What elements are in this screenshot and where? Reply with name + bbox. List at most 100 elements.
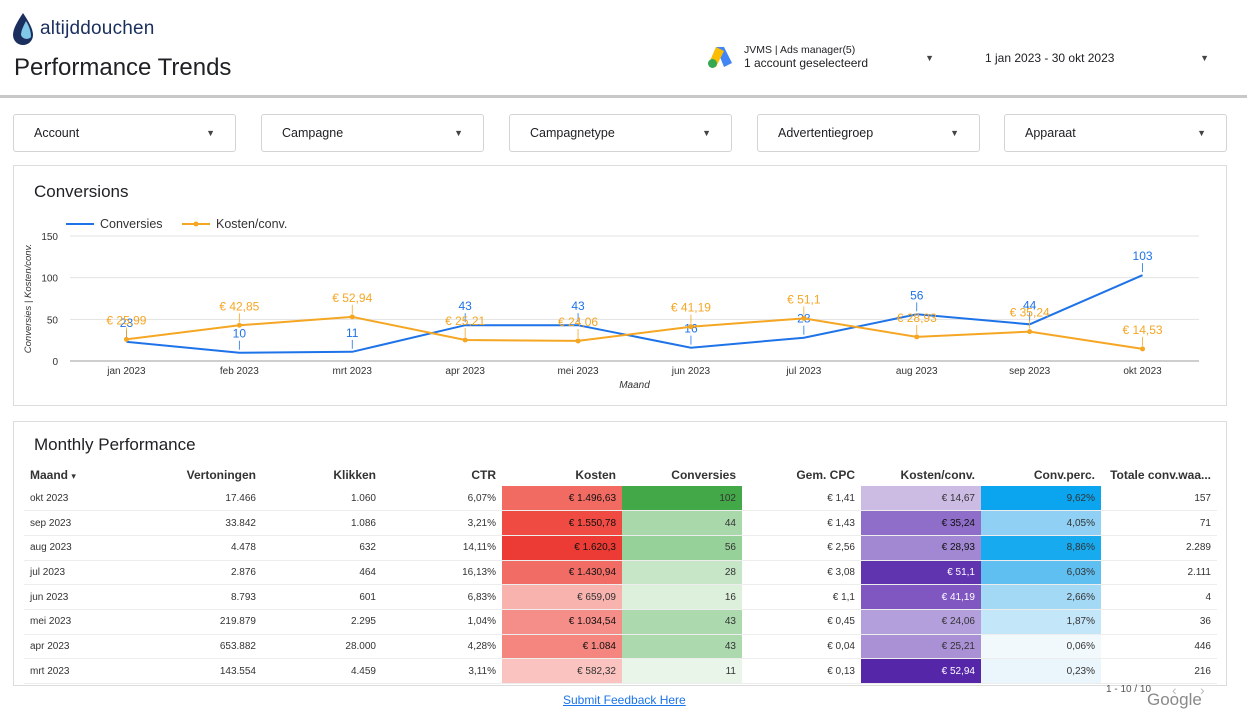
cell-kosten-conv: € 51,1 — [861, 560, 981, 586]
monthly-performance-card: Monthly Performance Maand ▾ Vertoningen … — [13, 421, 1227, 686]
legend-label: Kosten/conv. — [216, 217, 287, 231]
legend-label: Conversies — [100, 217, 163, 231]
chart-title: Conversions — [34, 182, 129, 201]
cell-totale-conv-waarde: 36 — [1101, 609, 1217, 635]
column-header-conversies[interactable]: Conversies — [671, 468, 736, 482]
cell-klikken: 464 — [262, 560, 382, 586]
table-row: okt 2023 17.466 1.060 6,07% € 1.496,63 102 € 1… — [24, 486, 1217, 512]
chevron-down-icon: ▼ — [950, 128, 959, 138]
chevron-down-icon: ▼ — [1197, 128, 1206, 138]
cell-klikken: 1.086 — [262, 510, 382, 536]
chevron-right-icon[interactable]: › — [1200, 682, 1205, 698]
filter-account[interactable]: Account ▼ — [13, 114, 236, 152]
chevron-down-icon: ▼ — [454, 128, 463, 138]
data-label: € 14,53 — [1123, 323, 1163, 337]
pagination-label: 1 - 10 / 10 — [1106, 684, 1152, 695]
cell-ctr: 6,83% — [382, 584, 502, 610]
date-range-picker[interactable]: 1 jan 2023 - 30 okt 2023 ▼ — [985, 51, 1209, 65]
table-row: apr 2023 653.882 28.000 4,28% € 1.084 43 € 0,0… — [24, 634, 1217, 660]
data-label: € 25,21 — [445, 314, 485, 328]
column-header-kosten-conv[interactable]: Kosten/conv. — [900, 468, 975, 482]
cell-vertoningen: 17.466 — [102, 486, 262, 512]
column-header-conv-perc[interactable]: Conv.perc. — [1033, 468, 1095, 482]
column-header-kosten[interactable]: Kosten — [575, 468, 616, 482]
cell-vertoningen: 219.879 — [102, 609, 262, 635]
submit-feedback-link[interactable]: Submit Feedback Here — [563, 693, 686, 707]
data-point — [914, 334, 920, 340]
cell-ctr: 3,11% — [382, 658, 502, 684]
y-tick-label: 0 — [52, 357, 58, 368]
cell-conversies: 28 — [622, 560, 742, 586]
cell-gem-cpc: € 1,41 — [742, 486, 861, 512]
cell-klikken: 2.295 — [262, 609, 382, 635]
cell-gem-cpc: € 2,56 — [742, 535, 861, 561]
account-picker[interactable]: JVMS | Ads manager(5) 1 account geselect… — [706, 44, 934, 70]
column-header-ctr[interactable]: CTR — [471, 468, 496, 482]
cell-vertoningen: 8.793 — [102, 584, 262, 610]
cell-totale-conv-waarde: 157 — [1101, 486, 1217, 512]
google-wordmark: Google — [1147, 690, 1202, 709]
x-axis-title: Maand — [619, 380, 650, 391]
legend-marker — [193, 221, 199, 227]
cell-conv-perc: 8,86% — [981, 535, 1101, 561]
data-label: € 42,85 — [219, 299, 259, 313]
x-tick-label: jun 2023 — [671, 366, 711, 377]
data-label: 103 — [1133, 249, 1153, 263]
cell-ctr: 16,13% — [382, 560, 502, 586]
series-line-kosten-conv — [126, 315, 1143, 350]
cell-kosten-conv: € 28,93 — [861, 535, 981, 561]
brand-logo: altijddouchen — [12, 12, 155, 46]
cell-kosten: € 582,32 — [502, 658, 622, 684]
filter-label: Account — [34, 126, 80, 140]
data-label: 43 — [458, 299, 472, 313]
table-row: jul 2023 2.876 464 16,13% € 1.430,94 28 € 3,08… — [24, 560, 1217, 586]
cell-totale-conv-waarde: 446 — [1101, 634, 1217, 660]
cell-klikken: 1.060 — [262, 486, 382, 512]
cell-vertoningen: 33.842 — [102, 510, 262, 536]
column-header-klikken[interactable]: Klikken — [333, 468, 376, 482]
cell-totale-conv-waarde: 71 — [1101, 510, 1217, 536]
account-selection: 1 account geselecteerd — [744, 56, 869, 70]
data-label: 44 — [1023, 298, 1037, 312]
table-row: mei 2023 219.879 2.295 1,04% € 1.034,54 43 € 0… — [24, 609, 1217, 635]
filter-advertentiegroep[interactable]: Advertentiegroep ▼ — [757, 114, 980, 152]
column-header-maand[interactable]: Maand ▾ — [30, 468, 76, 482]
chevron-left-icon[interactable]: ‹ — [1172, 682, 1177, 698]
cell-kosten: € 659,09 — [502, 584, 622, 610]
data-label: 43 — [571, 299, 585, 313]
column-header-vertoningen[interactable]: Vertoningen — [186, 468, 256, 482]
table-header-row: Maand ▾ Vertoningen Klikken CTR Kosten C… — [24, 464, 1217, 486]
table-row: jun 2023 8.793 601 6,83% € 659,09 16 € 1,1 € 41… — [24, 584, 1217, 610]
cell-kosten-conv: € 24,06 — [861, 609, 981, 635]
cell-kosten: € 1.620,3 — [502, 535, 622, 561]
chevron-down-icon: ▼ — [702, 128, 711, 138]
cell-kosten-conv: € 41,19 — [861, 584, 981, 610]
data-label: € 41,19 — [671, 301, 711, 315]
cell-conversies: 43 — [622, 609, 742, 635]
cell-kosten-conv: € 35,24 — [861, 510, 981, 536]
cell-conversies: 102 — [622, 486, 742, 512]
filter-campagnetype[interactable]: Campagnetype ▼ — [509, 114, 732, 152]
filter-campagne[interactable]: Campagne ▼ — [261, 114, 484, 152]
data-point — [123, 336, 129, 342]
cell-kosten: € 1.430,94 — [502, 560, 622, 586]
account-name: JVMS | Ads manager(5) — [744, 44, 856, 56]
column-header-gem-cpc[interactable]: Gem. CPC — [796, 468, 855, 482]
cell-ctr: 6,07% — [382, 486, 502, 512]
data-label: € 51,1 — [787, 292, 821, 306]
cell-gem-cpc: € 3,08 — [742, 560, 861, 586]
sort-desc-icon: ▾ — [71, 471, 76, 481]
cell-vertoningen: 143.554 — [102, 658, 262, 684]
cell-kosten-conv: € 14,67 — [861, 486, 981, 512]
x-tick-label: mei 2023 — [557, 366, 599, 377]
cell-vertoningen: 2.876 — [102, 560, 262, 586]
column-header-totale-conv-waarde[interactable]: Totale conv.waa... — [1110, 468, 1211, 482]
cell-kosten: € 1.550,78 — [502, 510, 622, 536]
cell-conv-perc: 4,05% — [981, 510, 1101, 536]
cell-kosten: € 1.034,54 — [502, 609, 622, 635]
filter-apparaat[interactable]: Apparaat ▼ — [1004, 114, 1227, 152]
x-tick-label: aug 2023 — [896, 366, 938, 377]
cell-kosten: € 1.084 — [502, 634, 622, 660]
cell-month: okt 2023 — [24, 486, 102, 512]
cell-month: jul 2023 — [24, 560, 102, 586]
